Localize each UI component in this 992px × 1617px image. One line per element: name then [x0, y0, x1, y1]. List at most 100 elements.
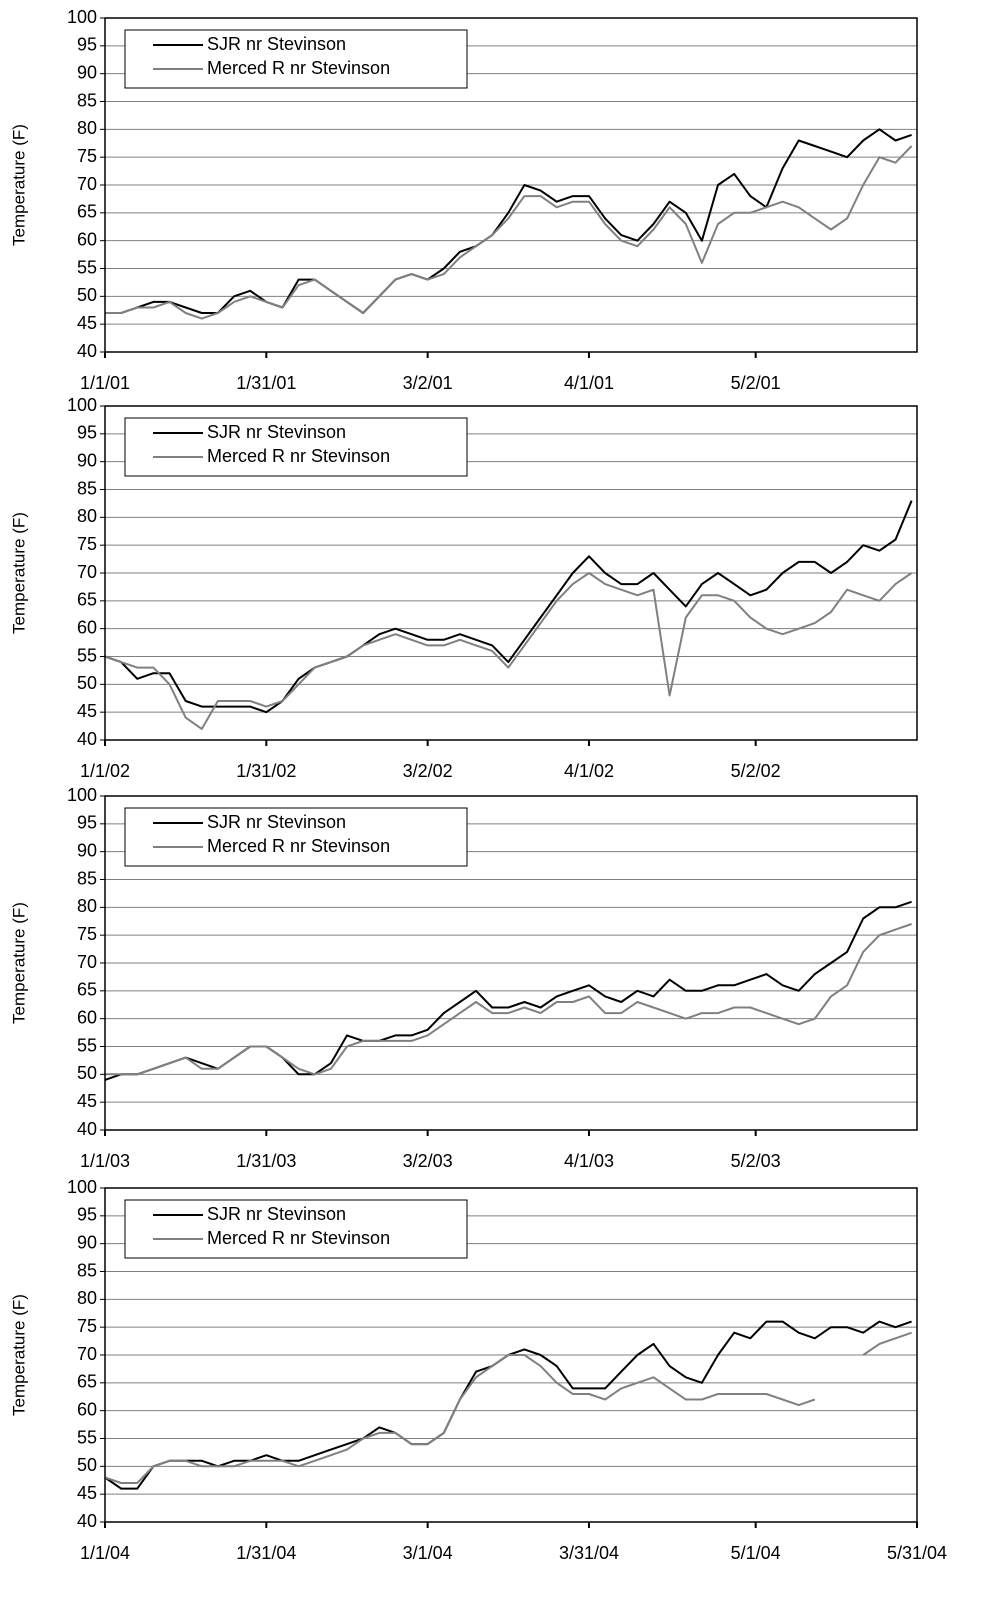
y-tick-label: 80	[77, 896, 97, 916]
x-tick-label: 3/2/01	[403, 373, 453, 393]
y-tick-label: 70	[77, 174, 97, 194]
y-tick-label: 60	[77, 1007, 97, 1027]
y-tick-label: 65	[77, 980, 97, 1000]
y-tick-label: 85	[77, 478, 97, 498]
x-tick-label: 3/1/04	[403, 1543, 453, 1563]
y-tick-label: 100	[67, 395, 97, 415]
x-tick-label: 1/1/04	[80, 1543, 130, 1563]
legend-label: SJR nr Stevinson	[207, 812, 346, 832]
y-tick-label: 75	[77, 1316, 97, 1336]
legend-label: Merced R nr Stevinson	[207, 836, 390, 856]
y-tick-label: 100	[67, 7, 97, 27]
y-tick-label: 40	[77, 729, 97, 749]
y-tick-label: 55	[77, 645, 97, 665]
y-tick-label: 55	[77, 257, 97, 277]
y-tick-label: 65	[77, 1372, 97, 1392]
x-tick-label: 3/2/02	[403, 761, 453, 781]
legend-label: Merced R nr Stevinson	[207, 58, 390, 78]
y-tick-label: 95	[77, 423, 97, 443]
y-tick-label: 95	[77, 1205, 97, 1225]
y-tick-label: 80	[77, 1288, 97, 1308]
x-tick-label: 1/31/01	[236, 373, 296, 393]
y-tick-label: 90	[77, 62, 97, 82]
y-tick-label: 45	[77, 701, 97, 721]
y-tick-label: 85	[77, 1260, 97, 1280]
y-tick-label: 80	[77, 506, 97, 526]
y-tick-label: 60	[77, 1399, 97, 1419]
plot-frame	[104, 405, 918, 741]
x-tick-label: 5/2/02	[731, 761, 781, 781]
x-tick-label: 1/1/01	[80, 373, 130, 393]
legend-label: SJR nr Stevinson	[207, 34, 346, 54]
x-tick-label: 1/31/02	[236, 761, 296, 781]
x-tick-label: 1/1/02	[80, 761, 130, 781]
y-tick-label: 85	[77, 868, 97, 888]
y-tick-label: 45	[77, 1483, 97, 1503]
legend-label: SJR nr Stevinson	[207, 422, 346, 442]
y-tick-label: 95	[77, 813, 97, 833]
x-tick-label: 1/31/03	[236, 1151, 296, 1171]
y-tick-label: 65	[77, 590, 97, 610]
y-tick-label: 55	[77, 1035, 97, 1055]
legend-box	[124, 1199, 468, 1259]
x-tick-label: 4/1/02	[564, 761, 614, 781]
y-tick-label: 50	[77, 673, 97, 693]
plot-frame	[104, 17, 918, 353]
y-tick-label: 90	[77, 840, 97, 860]
y-tick-label: 55	[77, 1427, 97, 1447]
legend-label: SJR nr Stevinson	[207, 1204, 346, 1224]
y-tick-label: 100	[67, 1177, 97, 1197]
legend-box	[124, 417, 468, 477]
legend-box	[124, 29, 468, 89]
x-tick-label: 4/1/03	[564, 1151, 614, 1171]
y-tick-label: 75	[77, 924, 97, 944]
x-tick-label: 5/31/04	[887, 1543, 947, 1563]
y-tick-label: 60	[77, 229, 97, 249]
y-tick-label: 60	[77, 617, 97, 637]
y-tick-label: 50	[77, 285, 97, 305]
x-tick-label: 1/1/03	[80, 1151, 130, 1171]
data-line	[105, 128, 912, 314]
y-tick-label: 40	[77, 1119, 97, 1139]
y-tick-label: 70	[77, 952, 97, 972]
x-tick-label: 1/31/04	[236, 1543, 296, 1563]
y-tick-label: 75	[77, 146, 97, 166]
legend-label: Merced R nr Stevinson	[207, 1228, 390, 1248]
y-tick-label: 75	[77, 534, 97, 554]
y-axis-label: Temperature (F)	[9, 902, 28, 1024]
data-line	[105, 145, 913, 320]
y-tick-label: 70	[77, 1344, 97, 1364]
y-tick-label: 45	[77, 1091, 97, 1111]
y-tick-label: 95	[77, 35, 97, 55]
data-line	[104, 500, 913, 714]
x-tick-label: 5/2/01	[731, 373, 781, 393]
y-axis-label: Temperature (F)	[9, 124, 28, 246]
x-tick-label: 5/1/04	[731, 1543, 781, 1563]
y-tick-label: 90	[77, 1232, 97, 1252]
y-tick-label: 50	[77, 1063, 97, 1083]
y-tick-label: 40	[77, 341, 97, 361]
y-tick-label: 100	[67, 785, 97, 805]
y-axis-label: Temperature (F)	[9, 512, 28, 634]
y-tick-label: 65	[77, 202, 97, 222]
x-tick-label: 5/2/03	[731, 1151, 781, 1171]
y-tick-label: 45	[77, 313, 97, 333]
x-tick-label: 4/1/01	[564, 373, 614, 393]
y-tick-label: 70	[77, 562, 97, 582]
data-line	[105, 923, 912, 1076]
data-line	[104, 1331, 912, 1484]
x-tick-label: 3/2/03	[403, 1151, 453, 1171]
x-tick-label: 3/31/04	[559, 1543, 619, 1563]
legend-label: Merced R nr Stevinson	[207, 446, 390, 466]
y-tick-label: 40	[77, 1511, 97, 1531]
y-tick-label: 85	[77, 90, 97, 110]
plot-frame	[104, 795, 918, 1131]
y-tick-label: 80	[77, 118, 97, 138]
y-tick-label: 50	[77, 1455, 97, 1475]
y-tick-label: 90	[77, 450, 97, 470]
plot-frame	[104, 1187, 918, 1523]
y-axis-label: Temperature (F)	[9, 1294, 28, 1416]
legend-box	[124, 807, 468, 867]
data-line	[104, 572, 913, 730]
